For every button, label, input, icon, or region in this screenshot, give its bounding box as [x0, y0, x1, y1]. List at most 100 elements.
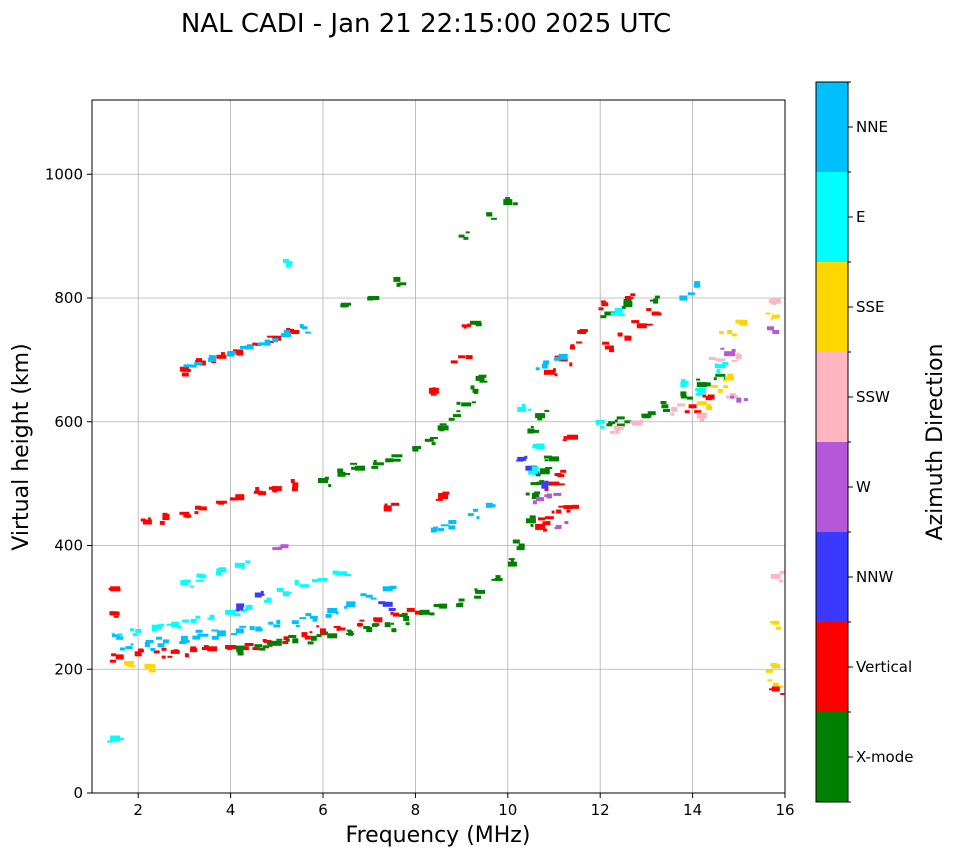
echo-speckle-x-mode	[345, 303, 349, 307]
echo-speckle-nne	[157, 643, 165, 648]
echo-point-x-mode	[539, 468, 550, 475]
echo-point-x-mode	[461, 402, 472, 407]
echo-speckle-vertical	[545, 521, 551, 526]
echo-speckle-vertical	[113, 615, 119, 618]
echo-speckle-vertical	[304, 635, 311, 640]
echo-speckle-x-mode	[456, 603, 464, 608]
echo-speckle-vertical	[598, 307, 604, 311]
echo-speckle-vertical	[551, 510, 555, 514]
echo-speckle-e	[215, 571, 222, 576]
echo-speckle-x-mode	[471, 401, 476, 404]
echo-speckle-vertical	[241, 646, 249, 651]
echo-speckle-vertical	[336, 627, 340, 631]
echo-speckle-vertical	[576, 341, 583, 344]
echo-point-e	[245, 604, 253, 610]
echo-speckle-e	[177, 625, 182, 629]
echo-point-ssw	[613, 425, 624, 430]
echo-speckle-x-mode	[495, 575, 501, 579]
echo-speckle-nne	[344, 605, 348, 609]
echo-speckle-x-mode	[479, 380, 488, 383]
echo-point-sse	[725, 376, 735, 381]
echo-speckle-vertical	[552, 368, 556, 373]
echo-speckle-e	[183, 579, 191, 583]
echo-speckle-vertical	[702, 394, 707, 398]
echo-point-nne	[327, 608, 338, 613]
x-tick-label: 10	[498, 801, 517, 819]
echo-point-nne	[541, 363, 548, 369]
echo-speckle-vertical	[442, 491, 450, 495]
echo-speckle-vertical	[570, 344, 575, 349]
echo-speckle-vertical	[159, 520, 165, 525]
echo-speckle-e	[521, 403, 526, 407]
echo-speckle-nne	[693, 284, 699, 288]
echo-speckle-ssw	[609, 430, 615, 434]
echo-speckle-nne	[272, 338, 279, 343]
echo-speckle-ssw	[670, 412, 675, 416]
echo-speckle-sse	[707, 404, 712, 408]
echo-speckle-nnw	[258, 593, 265, 596]
echo-speckle-ssw	[731, 359, 738, 362]
echo-speckle-w	[743, 398, 748, 402]
echo-point-x-mode	[393, 276, 401, 282]
echo-point-e	[110, 735, 121, 742]
echo-point-sse	[771, 664, 781, 669]
echo-point-vertical	[535, 523, 546, 530]
echo-speckle-e	[531, 466, 539, 471]
y-tick-label: 600	[54, 413, 83, 431]
grid	[92, 100, 786, 794]
colorbar-segment-vertical	[816, 622, 848, 712]
echo-point-x-mode	[507, 561, 517, 567]
echo-point-vertical	[601, 302, 609, 307]
echo-point-vertical	[548, 481, 560, 486]
echo-speckle-nne	[195, 629, 203, 633]
echo-point-x-mode	[532, 493, 539, 499]
echo-point-vertical	[558, 358, 568, 362]
echo-speckle-ssw	[736, 352, 740, 356]
echo-speckle-x-mode	[544, 409, 550, 412]
echo-speckle-e	[111, 632, 115, 635]
echo-speckle-w	[553, 492, 562, 496]
echo-point-vertical	[567, 434, 578, 440]
echo-point-nne	[244, 345, 254, 350]
echo-speckle-x-mode	[713, 377, 717, 381]
echo-speckle-e	[617, 314, 625, 316]
echo-speckle-vertical	[182, 368, 191, 372]
echo-speckle-x-mode	[478, 374, 487, 378]
echo-speckle-nne	[437, 528, 445, 532]
echo-speckle-x-mode	[439, 423, 447, 426]
echo-speckle-x-mode	[262, 645, 269, 649]
echo-speckle-vertical	[393, 612, 399, 617]
echo-speckle-x-mode	[649, 299, 654, 302]
echo-speckle-nne	[335, 611, 339, 615]
echo-point-x-mode	[366, 627, 373, 633]
echo-point-e	[318, 578, 328, 581]
echo-speckle-vertical	[218, 501, 222, 504]
echo-speckle-vertical	[282, 641, 289, 644]
echo-speckle-sse	[128, 665, 136, 668]
echo-point-nnw	[541, 484, 549, 489]
echo-speckle-e	[245, 560, 251, 564]
echo-point-x-mode	[292, 638, 299, 644]
echo-speckle-nne	[249, 626, 255, 631]
echo-speckle-vertical	[543, 528, 547, 532]
echo-speckle-sse	[776, 626, 781, 630]
echo-point-sse	[772, 682, 779, 687]
echo-speckle-vertical	[262, 639, 267, 642]
echo-point-nne	[273, 624, 281, 628]
echo-speckle-nnw	[388, 608, 396, 611]
echo-point-nnw	[382, 601, 393, 607]
echo-speckle-e	[294, 581, 299, 586]
echo-speckle-vertical	[194, 511, 199, 515]
echo-speckle-e	[106, 740, 113, 743]
echo-speckle-vertical	[258, 491, 267, 496]
echo-speckle-x-mode	[337, 468, 344, 473]
echo-marks	[106, 197, 786, 743]
echo-speckle-e	[276, 587, 284, 592]
echo-point-vertical	[560, 469, 567, 473]
echo-speckle-e	[245, 607, 249, 611]
echo-point-nne	[558, 353, 568, 360]
echo-speckle-vertical	[286, 328, 295, 333]
echo-point-vertical	[374, 617, 383, 623]
echo-speckle-nne	[535, 367, 540, 371]
echo-speckle-vertical	[654, 312, 662, 316]
